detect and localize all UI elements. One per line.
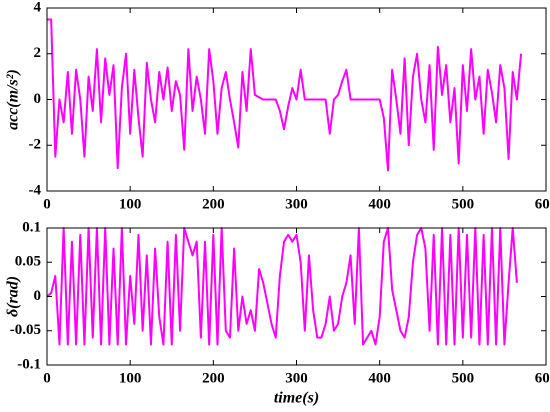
x-tick-label: 0 — [43, 196, 51, 212]
x-tick-label: 300 — [285, 196, 308, 212]
y-tick-label: -0.1 — [17, 356, 41, 372]
data-line — [46, 227, 518, 346]
y-tick-label: -0.05 — [10, 322, 41, 338]
y-tick-label: 2 — [34, 45, 42, 61]
x-axis-label: time(s) — [274, 390, 319, 407]
y-tick-label: -2 — [29, 137, 42, 153]
data-line — [47, 18, 523, 172]
y-tick-label: 0.05 — [15, 254, 41, 270]
x-tick-label: 100 — [119, 196, 142, 212]
x-tick-label: 200 — [202, 370, 225, 386]
y-tick-label: 4 — [34, 0, 42, 15]
x-tick-label: 500 — [452, 370, 475, 386]
y-tick-label: 0 — [34, 288, 42, 304]
x-tick-label: 400 — [368, 196, 391, 212]
x-tick-label: 200 — [202, 196, 225, 212]
x-tick-label: 600 — [535, 370, 550, 386]
x-tick-label: 400 — [368, 370, 391, 386]
x-tick-label: 0 — [43, 370, 51, 386]
x-tick-label: 500 — [452, 196, 475, 212]
y-tick-label: -4 — [29, 182, 42, 198]
y-axis-label: δ(rad) — [5, 276, 22, 317]
x-tick-label: 100 — [119, 370, 142, 386]
x-tick-label: 600 — [535, 196, 550, 212]
y-axis-label: acc(m/s²) — [5, 69, 22, 130]
y-tick-label: 0 — [34, 91, 42, 107]
x-tick-label: 300 — [285, 370, 308, 386]
y-tick-label: 0.1 — [22, 219, 41, 235]
